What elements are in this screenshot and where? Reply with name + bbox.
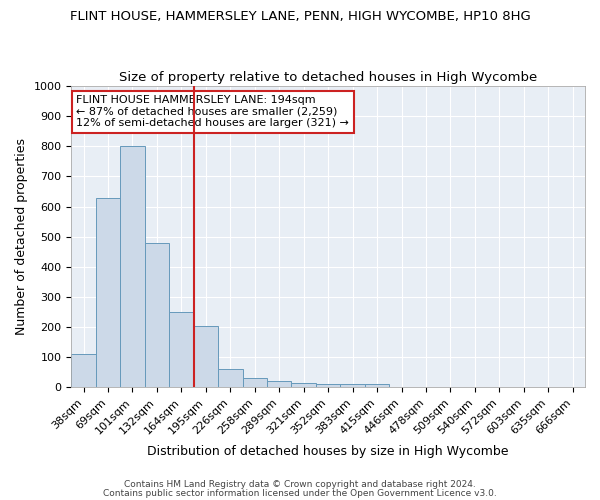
X-axis label: Distribution of detached houses by size in High Wycombe: Distribution of detached houses by size … [148,444,509,458]
Bar [316,384,340,388]
Text: FLINT HOUSE HAMMERSLEY LANE: 194sqm
← 87% of detached houses are smaller (2,259): FLINT HOUSE HAMMERSLEY LANE: 194sqm ← 87… [76,95,349,128]
Bar [218,370,242,388]
Text: Contains HM Land Registry data © Crown copyright and database right 2024.: Contains HM Land Registry data © Crown c… [124,480,476,489]
Y-axis label: Number of detached properties: Number of detached properties [15,138,28,336]
Bar [96,198,120,388]
Bar [194,326,218,388]
Text: Contains public sector information licensed under the Open Government Licence v3: Contains public sector information licen… [103,488,497,498]
Bar [340,384,365,388]
Bar [145,243,169,388]
Bar [169,312,194,388]
Bar [292,383,316,388]
Bar [71,354,96,388]
Bar [120,146,145,388]
Bar [242,378,267,388]
Bar [267,382,292,388]
Bar [365,384,389,388]
Title: Size of property relative to detached houses in High Wycombe: Size of property relative to detached ho… [119,70,537,84]
Text: FLINT HOUSE, HAMMERSLEY LANE, PENN, HIGH WYCOMBE, HP10 8HG: FLINT HOUSE, HAMMERSLEY LANE, PENN, HIGH… [70,10,530,23]
